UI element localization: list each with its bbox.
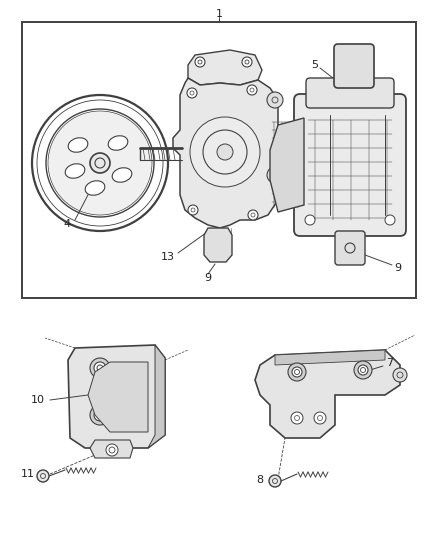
- Circle shape: [358, 365, 368, 375]
- Text: 8: 8: [256, 475, 264, 485]
- Circle shape: [288, 363, 306, 381]
- Polygon shape: [88, 362, 148, 432]
- Circle shape: [195, 57, 205, 67]
- Circle shape: [242, 57, 252, 67]
- Circle shape: [90, 358, 110, 378]
- Circle shape: [354, 361, 372, 379]
- Polygon shape: [275, 350, 385, 365]
- Text: 10: 10: [31, 395, 45, 405]
- Circle shape: [37, 470, 49, 482]
- Circle shape: [267, 167, 283, 183]
- Circle shape: [269, 475, 281, 487]
- Ellipse shape: [112, 168, 132, 182]
- Text: 9: 9: [205, 273, 212, 283]
- Text: 11: 11: [21, 469, 35, 479]
- Circle shape: [187, 88, 197, 98]
- Bar: [22, 22, 416, 298]
- Circle shape: [305, 215, 315, 225]
- Circle shape: [314, 412, 326, 424]
- Polygon shape: [255, 350, 400, 438]
- Polygon shape: [270, 118, 304, 212]
- Circle shape: [106, 444, 118, 456]
- Text: 4: 4: [64, 219, 71, 229]
- FancyBboxPatch shape: [294, 94, 406, 236]
- Circle shape: [393, 368, 407, 382]
- Circle shape: [247, 85, 257, 95]
- Circle shape: [94, 409, 106, 421]
- Polygon shape: [188, 50, 262, 85]
- Polygon shape: [173, 78, 278, 228]
- Ellipse shape: [65, 164, 85, 178]
- Circle shape: [48, 111, 152, 215]
- FancyBboxPatch shape: [306, 78, 394, 108]
- Circle shape: [291, 412, 303, 424]
- Circle shape: [190, 117, 260, 187]
- Ellipse shape: [85, 181, 105, 195]
- Ellipse shape: [68, 138, 88, 152]
- Circle shape: [188, 205, 198, 215]
- Text: 5: 5: [311, 60, 318, 70]
- Polygon shape: [148, 345, 165, 448]
- Circle shape: [217, 144, 233, 160]
- Circle shape: [90, 405, 110, 425]
- Circle shape: [94, 362, 106, 374]
- Text: 1: 1: [215, 9, 223, 19]
- Text: 6: 6: [358, 47, 365, 57]
- Polygon shape: [204, 228, 232, 262]
- Text: 13: 13: [161, 252, 175, 262]
- Circle shape: [90, 153, 110, 173]
- FancyBboxPatch shape: [335, 231, 365, 265]
- Text: 9: 9: [395, 263, 402, 273]
- Circle shape: [385, 215, 395, 225]
- Polygon shape: [90, 440, 133, 458]
- Text: 7: 7: [386, 358, 394, 368]
- Circle shape: [248, 210, 258, 220]
- FancyBboxPatch shape: [334, 44, 374, 88]
- Polygon shape: [68, 345, 165, 448]
- Circle shape: [267, 92, 283, 108]
- Ellipse shape: [108, 136, 128, 150]
- Circle shape: [292, 367, 302, 377]
